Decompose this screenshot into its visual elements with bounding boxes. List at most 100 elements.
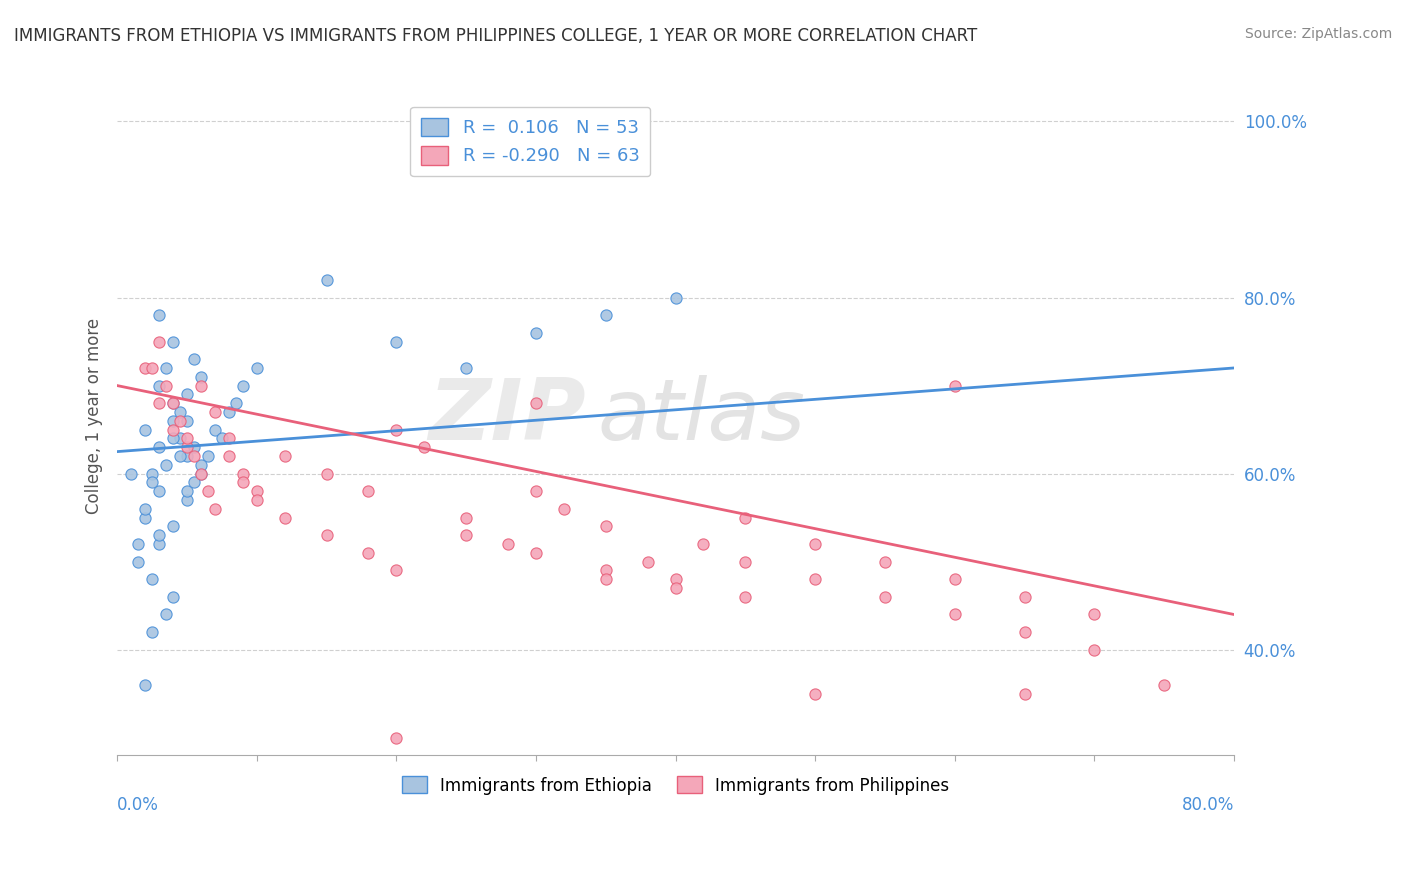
Point	[162, 431, 184, 445]
Point	[273, 510, 295, 524]
Point	[183, 449, 205, 463]
Point	[190, 369, 212, 384]
Point	[183, 475, 205, 490]
Point	[357, 546, 380, 560]
Point	[155, 378, 177, 392]
Point	[804, 687, 827, 701]
Text: 0.0%: 0.0%	[117, 796, 159, 814]
Point	[169, 431, 191, 445]
Point	[456, 361, 478, 376]
Point	[148, 334, 170, 349]
Point	[315, 273, 337, 287]
Point	[176, 431, 198, 445]
Point	[176, 449, 198, 463]
Point	[1014, 687, 1036, 701]
Point	[148, 308, 170, 322]
Point	[127, 555, 149, 569]
Point	[315, 528, 337, 542]
Point	[176, 414, 198, 428]
Point	[496, 537, 519, 551]
Point	[141, 361, 163, 376]
Point	[456, 528, 478, 542]
Point	[385, 423, 408, 437]
Text: ZIP: ZIP	[429, 375, 586, 458]
Point	[232, 378, 254, 392]
Point	[134, 423, 156, 437]
Point	[1083, 607, 1105, 622]
Point	[162, 590, 184, 604]
Point	[141, 475, 163, 490]
Point	[232, 467, 254, 481]
Point	[873, 555, 896, 569]
Point	[211, 431, 233, 445]
Point	[218, 449, 240, 463]
Point	[734, 555, 756, 569]
Point	[943, 378, 966, 392]
Text: 80.0%: 80.0%	[1181, 796, 1234, 814]
Point	[190, 467, 212, 481]
Point	[385, 334, 408, 349]
Point	[413, 440, 436, 454]
Text: Source: ZipAtlas.com: Source: ZipAtlas.com	[1244, 27, 1392, 41]
Point	[595, 308, 617, 322]
Point	[637, 555, 659, 569]
Point	[524, 326, 547, 340]
Point	[176, 440, 198, 454]
Point	[804, 537, 827, 551]
Point	[524, 396, 547, 410]
Point	[155, 458, 177, 472]
Point	[148, 440, 170, 454]
Point	[246, 484, 269, 499]
Point	[169, 405, 191, 419]
Point	[273, 449, 295, 463]
Point	[357, 484, 380, 499]
Point	[692, 537, 714, 551]
Point	[141, 467, 163, 481]
Point	[553, 501, 575, 516]
Point	[148, 528, 170, 542]
Point	[141, 572, 163, 586]
Point	[873, 590, 896, 604]
Point	[162, 396, 184, 410]
Point	[218, 431, 240, 445]
Point	[804, 572, 827, 586]
Point	[246, 493, 269, 508]
Point	[141, 625, 163, 640]
Point	[246, 361, 269, 376]
Point	[190, 458, 212, 472]
Point	[134, 678, 156, 692]
Point	[162, 519, 184, 533]
Point	[595, 564, 617, 578]
Point	[134, 501, 156, 516]
Point	[176, 493, 198, 508]
Point	[127, 537, 149, 551]
Point	[134, 510, 156, 524]
Point	[204, 501, 226, 516]
Point	[524, 484, 547, 499]
Point	[176, 387, 198, 401]
Point	[162, 396, 184, 410]
Point	[176, 484, 198, 499]
Point	[148, 537, 170, 551]
Point	[162, 414, 184, 428]
Point	[1014, 590, 1036, 604]
Point	[148, 484, 170, 499]
Point	[232, 475, 254, 490]
Point	[385, 731, 408, 745]
Point	[734, 590, 756, 604]
Point	[595, 519, 617, 533]
Point	[197, 449, 219, 463]
Point	[148, 378, 170, 392]
Point	[155, 361, 177, 376]
Point	[155, 607, 177, 622]
Point	[385, 564, 408, 578]
Point	[120, 467, 142, 481]
Legend: Immigrants from Ethiopia, Immigrants from Philippines: Immigrants from Ethiopia, Immigrants fro…	[395, 770, 956, 801]
Point	[943, 572, 966, 586]
Text: IMMIGRANTS FROM ETHIOPIA VS IMMIGRANTS FROM PHILIPPINES COLLEGE, 1 YEAR OR MORE : IMMIGRANTS FROM ETHIOPIA VS IMMIGRANTS F…	[14, 27, 977, 45]
Point	[190, 378, 212, 392]
Point	[190, 467, 212, 481]
Point	[225, 396, 247, 410]
Point	[183, 440, 205, 454]
Point	[315, 467, 337, 481]
